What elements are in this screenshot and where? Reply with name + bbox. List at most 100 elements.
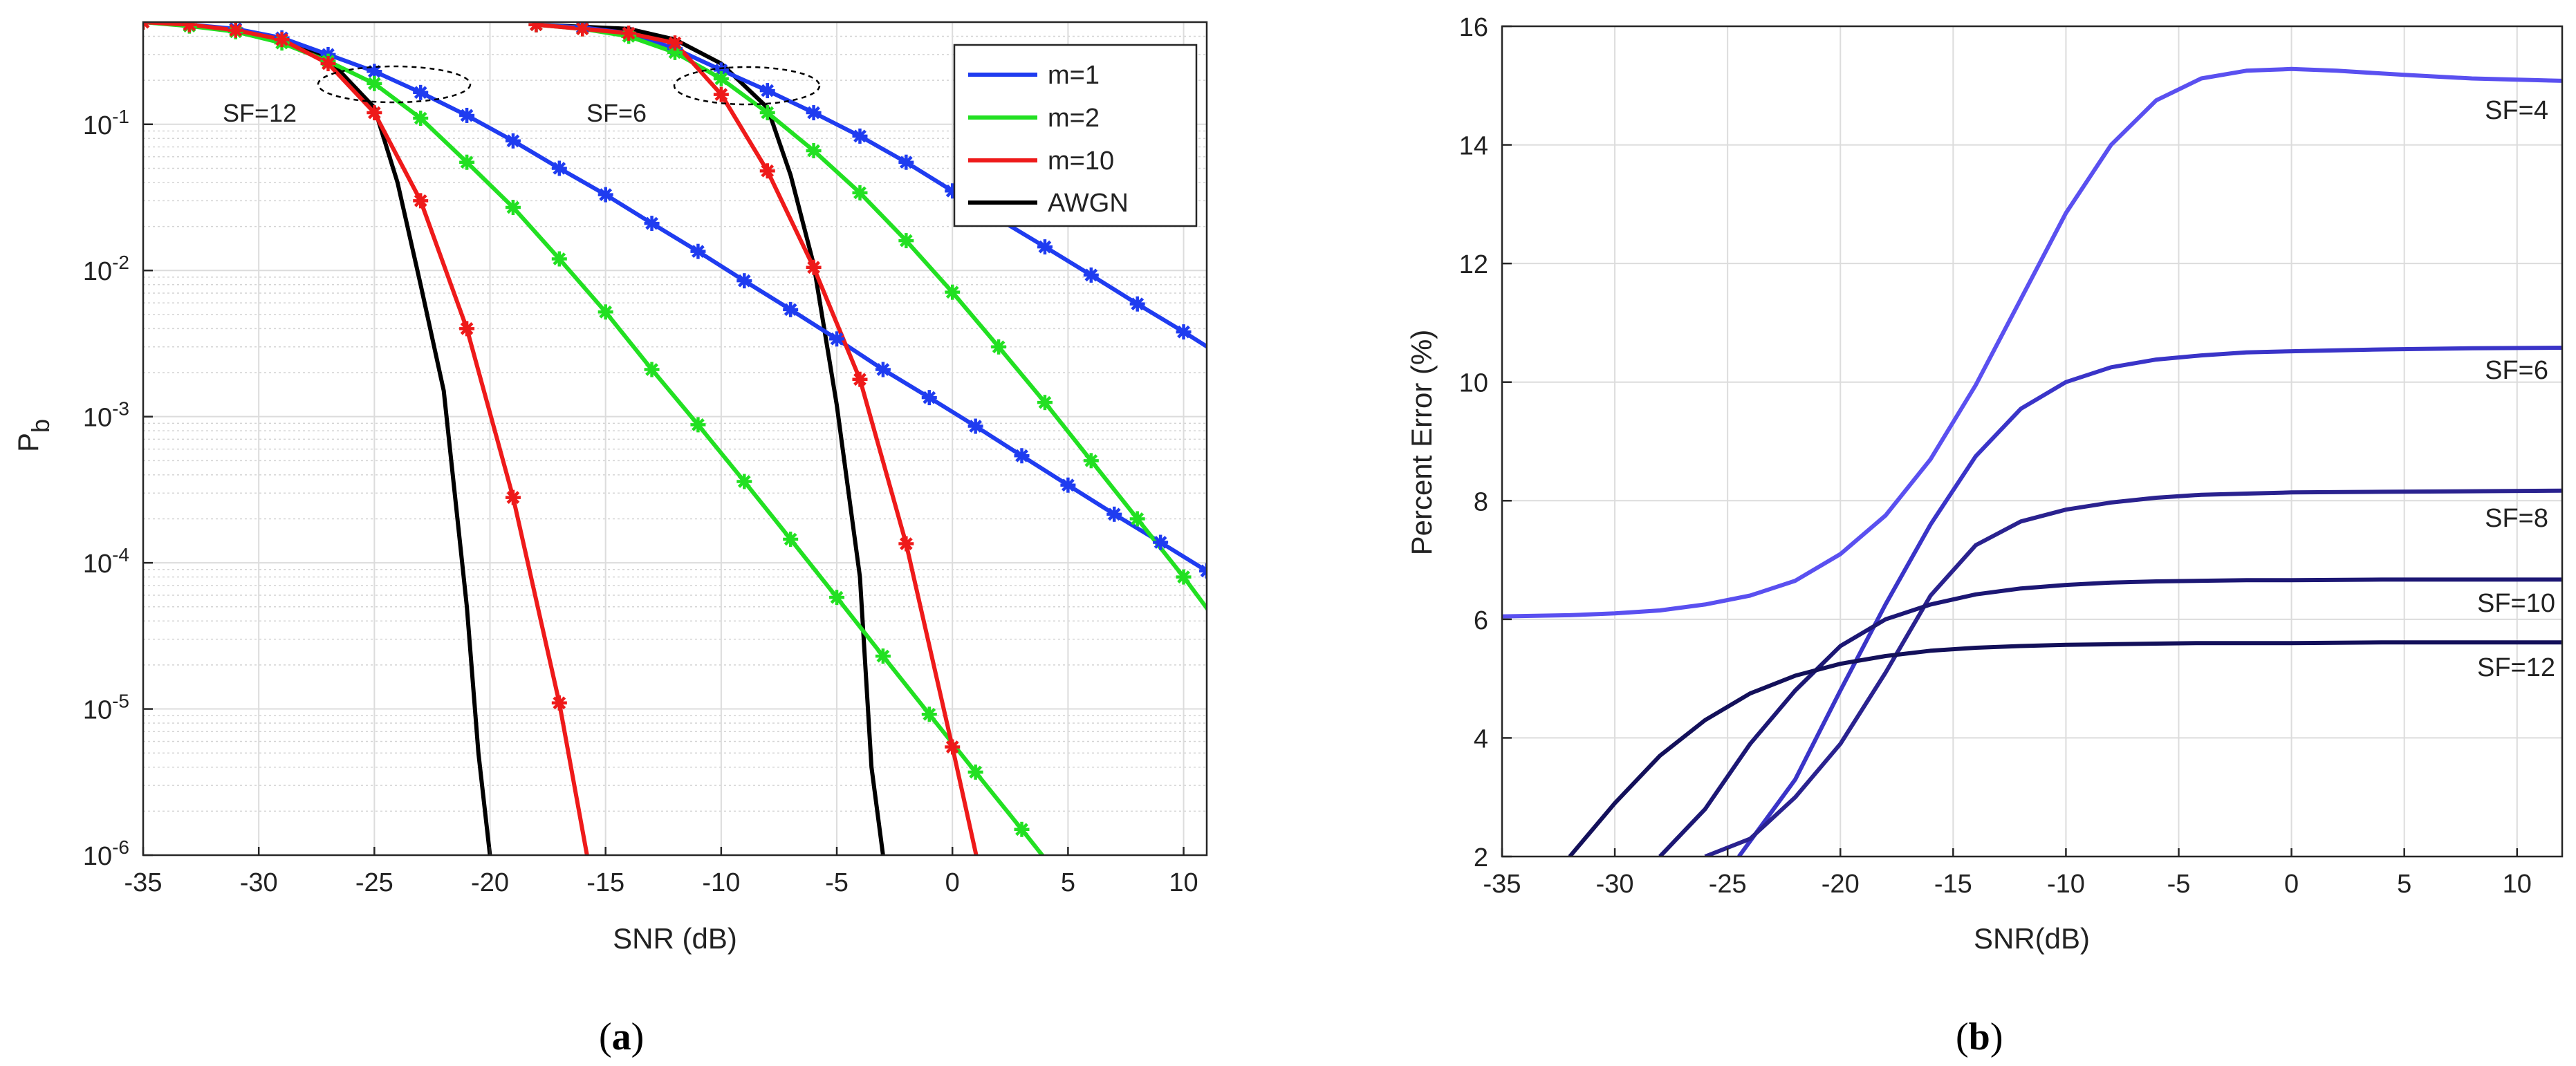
marker-stroke [553, 162, 566, 175]
data-point-m=2 [921, 707, 937, 722]
annotation-sf6: SF=6 [586, 99, 647, 127]
data-point-m=2 [1176, 569, 1192, 585]
x-tick-label: -15 [1934, 870, 1972, 899]
marker-stroke [506, 200, 520, 214]
marker-stroke [945, 740, 959, 754]
marker-stroke [143, 22, 150, 29]
marker-stroke [761, 84, 775, 97]
series-line-SF=6 [1737, 346, 2562, 857]
marker-stroke [830, 590, 844, 604]
x-tick-label: 10 [1169, 868, 1198, 897]
marker-stroke [1062, 478, 1075, 492]
data-point-m=2 [413, 111, 429, 127]
data-point-m=10 [528, 22, 544, 32]
marker-stroke [1131, 512, 1145, 525]
marker-stroke [414, 86, 427, 100]
panel-a-axes-frame [142, 21, 1208, 857]
marker-stroke [645, 363, 658, 376]
data-point-m=2 [1037, 395, 1053, 411]
data-point-m=1 [736, 273, 752, 289]
data-point-m=10 [575, 22, 591, 37]
x-tick-label: 5 [1061, 868, 1075, 897]
marker-stroke [1015, 449, 1028, 462]
data-point-m=2 [1129, 511, 1145, 527]
data-point-m=10 [413, 193, 429, 209]
data-point-m=2 [644, 362, 660, 377]
caption-a-letter: a [612, 1016, 631, 1058]
data-point-m=1 [1060, 477, 1076, 493]
marker-stroke [1084, 268, 1098, 282]
sf-label-12: SF=12 [2477, 653, 2555, 682]
data-point-m=2 [690, 417, 706, 433]
data-point-m=1 [898, 154, 914, 170]
marker-stroke [830, 332, 844, 346]
series-line-m=1-SF=6 [536, 22, 1207, 349]
marker-stroke [367, 106, 381, 120]
x-tick-label: -30 [240, 868, 278, 897]
data-point-m=10 [945, 739, 961, 755]
data-point-m=2 [667, 44, 683, 60]
marker-stroke [714, 88, 728, 102]
caption-b: (b) [1956, 1016, 2003, 1058]
x-tick-label: -15 [586, 868, 624, 897]
series-line-SF=8 [1704, 488, 2562, 857]
data-point-m=1 [1083, 267, 1099, 283]
data-point-m=10 [667, 35, 683, 51]
marker-stroke [945, 286, 959, 299]
sf-label-6: SF=6 [2485, 356, 2548, 385]
data-point-m=1 [1199, 563, 1207, 579]
caption-b-close: ) [1990, 1016, 2003, 1058]
x-tick-label: 0 [2284, 870, 2299, 899]
data-point-m=10 [228, 22, 243, 38]
caption-b-letter: b [1969, 1016, 1990, 1058]
y-tick-label: 10-6 [83, 836, 129, 871]
panel-a-ber-chart: SF=12 SF=6 -35 -30 -25 -20 -15 -10 -5 0 5 10 10-6 1… [12, 21, 1208, 1058]
data-point-m=2 [806, 142, 822, 158]
caption-a-open: ( [599, 1016, 612, 1058]
marker-stroke [1177, 570, 1190, 583]
panel-b-ticks: -35 -30 -25 -20 -15 -10 -5 0 5 10 2 4 6 8 10 12 14 16 [1459, 13, 2532, 899]
data-point-m=1 [1037, 239, 1053, 255]
marker-stroke [853, 186, 867, 200]
data-point-m=1 [644, 216, 660, 232]
y-tick-label: 10-3 [83, 398, 129, 433]
data-point-m=2 [945, 284, 961, 300]
caption-b-open: ( [1956, 1016, 1969, 1058]
annotation-sf12: SF=12 [223, 99, 297, 127]
panel-a-series [143, 22, 1207, 855]
marker-stroke [784, 532, 797, 546]
data-point-m=1 [783, 301, 799, 317]
legend-label-m10: m=10 [1048, 147, 1114, 176]
marker-stroke [1015, 823, 1028, 836]
panel-a-ylabel-sub: b [26, 419, 55, 433]
marker-stroke [692, 418, 705, 431]
data-point-m=1 [597, 187, 613, 203]
data-point-m=1 [921, 390, 937, 406]
marker-stroke [923, 391, 936, 404]
marker-stroke [622, 26, 636, 40]
marker-stroke [899, 234, 913, 247]
data-point-m=1 [1153, 534, 1169, 550]
data-point-m=10 [181, 22, 197, 32]
data-point-m=2 [1014, 821, 1030, 837]
y-tick-label: 12 [1459, 250, 1488, 279]
x-tick-label: -25 [355, 868, 393, 897]
marker-stroke [714, 72, 728, 86]
sf-label-10: SF=10 [2477, 589, 2555, 618]
marker-stroke [575, 22, 589, 36]
data-point-m=2 [1083, 453, 1099, 469]
marker-stroke [807, 261, 820, 274]
sf6-group-ellipse [673, 66, 821, 106]
data-point-m=2 [991, 339, 1007, 355]
marker-stroke [737, 475, 751, 488]
panel-a-ylabel: P b [12, 419, 55, 452]
marker-stroke [460, 109, 474, 122]
data-point-m=1 [852, 128, 868, 144]
marker-stroke [460, 156, 474, 169]
marker-stroke [1084, 453, 1098, 467]
data-point-m=1 [967, 418, 983, 434]
sf-label-8: SF=8 [2485, 504, 2548, 533]
marker-stroke [1177, 325, 1190, 339]
data-point-m=2 [713, 71, 729, 86]
panel-b-ylabel: Percent Error (%) [1405, 330, 1438, 556]
